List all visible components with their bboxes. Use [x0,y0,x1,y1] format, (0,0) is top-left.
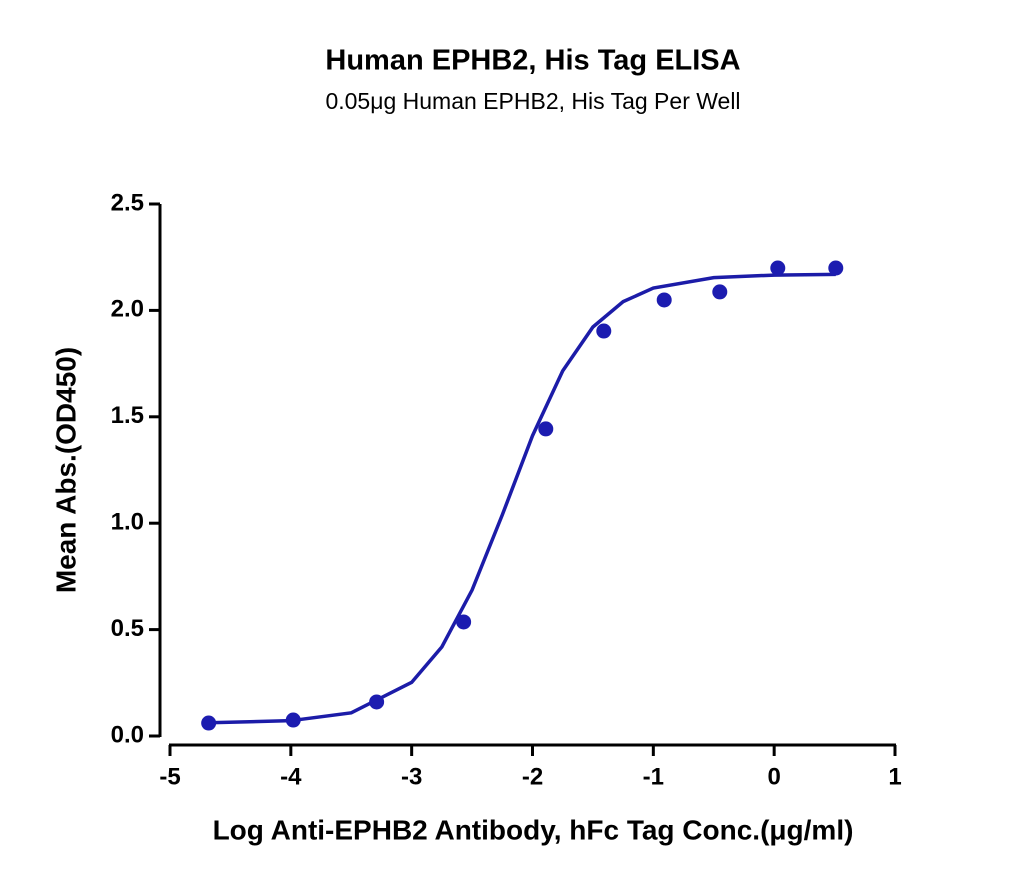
data-point [369,694,385,710]
x-tick-label: 1 [888,763,901,790]
data-point [596,323,612,339]
data-point [712,284,728,300]
data-point [201,715,217,731]
data-point [456,614,472,630]
y-tick-label: 2.0 [111,296,144,323]
x-tick-label: 0 [767,763,780,790]
data-point [656,292,672,308]
x-tick-label: -1 [643,763,664,790]
y-tick-label: 1.0 [111,509,144,536]
data-point [538,421,554,437]
y-tick-label: 1.5 [111,402,144,429]
fit-curve [208,272,836,725]
x-axis-label: Log Anti-EPHB2 Antibody, hFc Tag Conc.(μ… [213,814,854,845]
data-point [285,712,301,728]
x-tick-label: -5 [159,763,180,790]
y-tick-label: 0.5 [111,615,144,642]
y-tick-label: 2.5 [111,189,144,216]
data-point [770,260,786,276]
x-tick-label: -3 [401,763,422,790]
y-axis-label: Mean Abs.(OD450) [50,347,81,593]
chart-subtitle: 0.05μg Human EPHB2, His Tag Per Well [325,88,740,114]
y-tick-label: 0.0 [111,721,144,748]
x-tick-label: -4 [280,763,302,790]
x-tick-label: -2 [522,763,543,790]
chart-title: Human EPHB2, His Tag ELISA [325,45,740,77]
data-point [828,260,844,276]
